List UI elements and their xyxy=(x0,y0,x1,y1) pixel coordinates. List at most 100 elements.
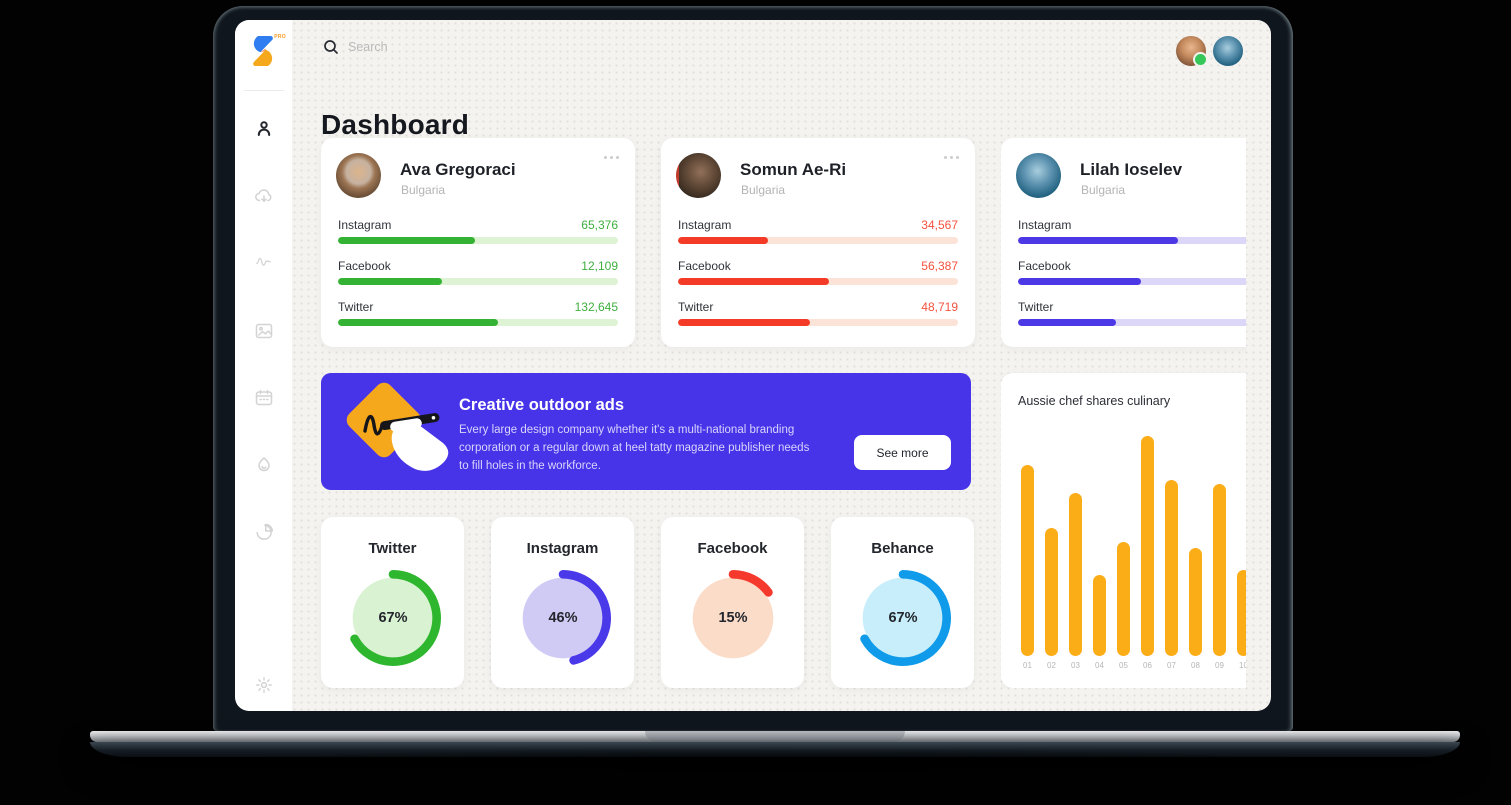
bar-chart-labels: 01 02 03 04 05 06 07 08 09 10 xyxy=(1017,661,1246,670)
donut-card-title: Behance xyxy=(871,540,934,557)
donut-card-facebook: Facebook 15% xyxy=(661,517,804,688)
stat-label: Instagram xyxy=(678,218,732,232)
banner-title: Creative outdoor ads xyxy=(459,396,625,414)
bar-axis-label: 05 xyxy=(1119,661,1128,670)
bar xyxy=(1093,575,1106,656)
progress-track xyxy=(678,319,958,326)
progress-fill xyxy=(678,237,768,244)
bar xyxy=(1045,528,1058,656)
stat-label: Facebook xyxy=(678,259,731,273)
sidebar-divider xyxy=(244,90,284,91)
stat-value: 56,387 xyxy=(921,259,958,273)
stat-value: 132,645 xyxy=(574,300,618,314)
progress-fill xyxy=(338,237,476,244)
bar xyxy=(1213,484,1226,656)
progress-fill xyxy=(1018,319,1116,326)
progress-track xyxy=(338,237,618,244)
bar-axis-label: 10 xyxy=(1239,661,1246,670)
donut-card-twitter: Twitter 67% xyxy=(321,517,464,688)
bar-axis-label: 04 xyxy=(1095,661,1104,670)
right-column: Lilah Ioselev Bulgaria Instagram Faceboo… xyxy=(1001,138,1246,688)
bar xyxy=(1117,542,1130,656)
dashboard-screen: PRO Dashboard Ava Gregoraci Bulgar xyxy=(235,20,1271,711)
donut-chart: 67% xyxy=(855,570,951,666)
bar-chart-bars xyxy=(1017,436,1246,656)
progress-fill xyxy=(1018,237,1178,244)
page-title: Dashboard xyxy=(321,108,470,140)
progress-fill xyxy=(338,319,498,326)
profile-location: Bulgaria xyxy=(741,183,786,197)
bar-axis-label: 07 xyxy=(1167,661,1176,670)
promo-banner: Creative outdoor ads Every large design … xyxy=(321,373,971,490)
donut-chart: 46% xyxy=(515,570,611,666)
banner-body: Every large design company whether it's … xyxy=(459,424,810,472)
stat-label: Instagram xyxy=(338,218,392,232)
cloud-download-icon[interactable] xyxy=(252,185,276,209)
stat-label: Instagram xyxy=(1018,218,1072,232)
donut-percentage: 15% xyxy=(718,610,748,626)
stat-label: Twitter xyxy=(338,300,374,314)
donut-percentage: 46% xyxy=(548,610,578,626)
image-icon[interactable] xyxy=(252,319,276,343)
activity-icon[interactable] xyxy=(252,252,276,276)
progress-track xyxy=(1018,278,1246,285)
calendar-icon[interactable] xyxy=(252,386,276,410)
profile-card-lilah: Lilah Ioselev Bulgaria Instagram Faceboo… xyxy=(1001,138,1246,347)
avatar xyxy=(676,153,721,198)
bar-axis-label: 08 xyxy=(1191,661,1200,670)
progress-track xyxy=(1018,319,1246,326)
settings-icon[interactable] xyxy=(252,673,276,697)
logo-pro-badge: PRO xyxy=(274,34,286,40)
bar xyxy=(1189,548,1202,656)
pie-chart-icon[interactable] xyxy=(252,520,276,544)
progress-track xyxy=(338,319,618,326)
bar-axis-label: 09 xyxy=(1215,661,1224,670)
donut-card-instagram: Instagram 46% xyxy=(491,517,634,688)
profile-location: Bulgaria xyxy=(1081,183,1126,197)
stat-label: Twitter xyxy=(1018,300,1054,314)
user-icon[interactable] xyxy=(252,117,276,141)
app-logo[interactable]: PRO xyxy=(245,33,286,73)
progress-track xyxy=(1018,237,1246,244)
stat-label: Facebook xyxy=(338,259,391,273)
profile-name: Lilah Ioselev xyxy=(1080,160,1183,179)
logo-mark-icon xyxy=(253,36,273,66)
bar xyxy=(1069,493,1082,656)
bar-axis-label: 03 xyxy=(1071,661,1080,670)
fire-icon[interactable] xyxy=(252,453,276,477)
search-field[interactable] xyxy=(346,39,530,55)
more-menu-icon[interactable] xyxy=(944,156,959,159)
donut-card-title: Instagram xyxy=(526,540,599,557)
bar-chart-title: Aussie chef shares culinary xyxy=(1018,394,1171,408)
progress-track xyxy=(678,237,958,244)
stat-value: 65,376 xyxy=(581,218,618,232)
see-more-button[interactable]: See more xyxy=(854,435,951,470)
bar xyxy=(1237,570,1246,656)
more-menu-icon[interactable] xyxy=(604,156,619,159)
donut-card-title: Twitter xyxy=(368,540,417,557)
bar-axis-label: 01 xyxy=(1023,661,1032,670)
stat-value: 48,719 xyxy=(921,300,958,314)
donut-chart: 15% xyxy=(685,570,781,666)
sidebar: PRO xyxy=(235,20,292,711)
laptop-bezel: PRO Dashboard Ava Gregoraci Bulgar xyxy=(213,6,1293,731)
user-avatar-1[interactable] xyxy=(1176,36,1208,67)
bar xyxy=(1021,465,1034,656)
laptop-shadow xyxy=(140,748,1410,782)
search-input[interactable] xyxy=(323,35,563,59)
profile-name: Ava Gregoraci xyxy=(400,160,516,179)
search-icon xyxy=(324,40,338,54)
profile-card-ava: Ava Gregoraci Bulgaria Instagram 65,376 … xyxy=(321,138,635,347)
progress-fill xyxy=(338,278,442,285)
avatar xyxy=(336,153,381,198)
laptop-hinge-notch xyxy=(645,731,905,742)
progress-track xyxy=(678,278,958,285)
stat-value: 34,567 xyxy=(921,218,958,232)
progress-fill xyxy=(678,319,810,326)
stat-label: Twitter xyxy=(678,300,714,314)
user-avatar-2[interactable] xyxy=(1213,36,1243,66)
donut-percentage: 67% xyxy=(378,610,408,626)
bar-axis-label: 06 xyxy=(1143,661,1152,670)
progress-fill xyxy=(1018,278,1142,285)
